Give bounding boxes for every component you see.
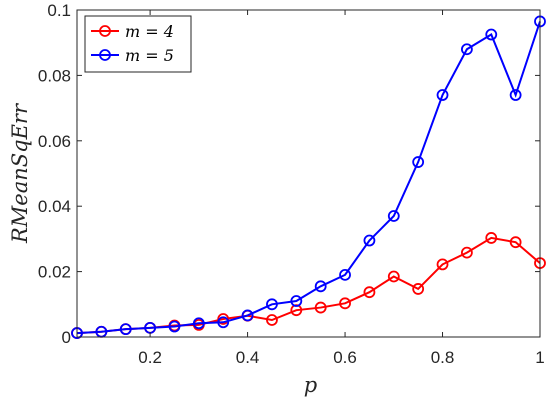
series-1-point	[460, 43, 473, 56]
series-1-point	[241, 309, 254, 322]
series-0-point	[412, 283, 425, 295]
series-0-point	[460, 246, 473, 259]
series-line-1	[76, 21, 541, 335]
legend: m = 4 m = 5	[84, 15, 192, 73]
series-0-point	[314, 301, 327, 314]
series-0-point	[387, 270, 400, 283]
series-1-point	[119, 323, 132, 336]
series-0-point	[339, 297, 351, 310]
series-0-point	[436, 258, 449, 271]
series-1-point	[290, 295, 303, 307]
legend-marker	[99, 49, 111, 61]
y-tick-label: 0.06	[38, 132, 71, 151]
x-tick-label: 0.2	[138, 348, 162, 367]
x-tick-label: 0.6	[333, 348, 357, 367]
x-tick-label: 0.8	[431, 348, 455, 367]
axes: 0.2 0.4 0.6 0.8 1 0 0.02 0.04 0.06 0.08 0.1 p RMeanS…	[8, 1, 545, 397]
series-0-point	[217, 313, 230, 325]
series-0-point	[266, 314, 278, 326]
series-0-point	[509, 236, 522, 249]
series-1-point	[363, 234, 376, 247]
x-axis-label: p	[304, 373, 317, 397]
series-1-point	[168, 320, 181, 333]
y-tick-label: 0.1	[47, 1, 71, 20]
series-0-point	[485, 232, 498, 244]
y-axis-label: RMeanSqErr	[8, 102, 32, 244]
series-1-point	[485, 28, 498, 41]
y-tick-label: 0.02	[38, 263, 71, 282]
series-1-point	[217, 316, 230, 329]
series-1-point	[509, 89, 522, 101]
series-1-point	[192, 317, 205, 330]
x-tick-label: 0.4	[236, 348, 260, 367]
y-tick-label: 0.08	[38, 66, 71, 85]
series-1-point	[387, 210, 400, 222]
legend-box	[84, 15, 192, 73]
series-1-point	[436, 89, 449, 101]
legend-label: m = 5	[125, 46, 174, 65]
series-1-point	[339, 268, 351, 281]
series-1-point	[266, 298, 278, 311]
series-line-0	[76, 236, 541, 335]
legend-marker	[99, 25, 111, 37]
y-tick-label: 0	[62, 328, 71, 347]
plot-area	[71, 15, 546, 339]
legend-label: m = 4	[125, 22, 174, 41]
y-tick-label: 0.04	[38, 197, 71, 216]
axes-box	[76, 9, 541, 338]
x-tick-label: 1	[535, 348, 544, 367]
series-1-point	[314, 280, 327, 293]
series-1-point	[412, 156, 425, 168]
series-0-point	[363, 286, 376, 299]
